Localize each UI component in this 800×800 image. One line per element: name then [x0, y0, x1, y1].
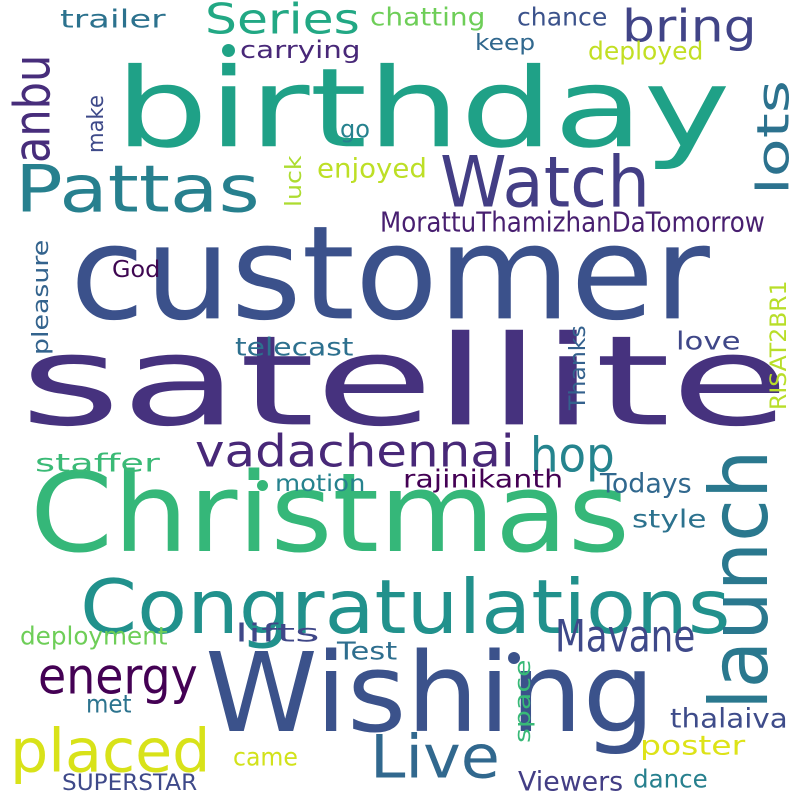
- word-carrying-24: carrying: [240, 35, 361, 64]
- word-lots-17: lots: [748, 80, 800, 195]
- word-met-44: met: [86, 690, 132, 719]
- word-poster-47: poster: [640, 729, 746, 761]
- word-vadachennai-12: vadachennai: [195, 426, 515, 478]
- word-enjoyed-28: enjoyed: [317, 152, 427, 184]
- word-make-26: make: [83, 94, 109, 153]
- word-dance-51: dance: [633, 765, 708, 794]
- word-pattas-6: Pattas: [15, 152, 260, 228]
- word-live-10: Live: [370, 722, 500, 792]
- word-birthday-1: birthday: [115, 45, 731, 173]
- word-series-15: Series: [205, 0, 360, 44]
- word-risat2br1-34: RISAT2BR1: [766, 280, 792, 410]
- word-staffer-36: staffer: [35, 449, 160, 478]
- word-rajinikanth-38: rajinikanth: [403, 465, 564, 494]
- word-morattuthamizhandatomorrow-19: MorattuThamizhanDaTomorrow: [380, 205, 765, 238]
- word-test-43: Test: [337, 637, 398, 666]
- word-telecast-32: telecast: [235, 333, 354, 362]
- word-launch-8: launch: [692, 449, 786, 710]
- word-deployment-41: deployment: [20, 622, 168, 651]
- word-luck-29: luck: [281, 155, 307, 207]
- word-motion-37: motion: [275, 469, 366, 497]
- dot-2: [508, 652, 520, 664]
- word-christmas-3: Christmas: [30, 450, 630, 578]
- word-chatting-21: chatting: [370, 3, 486, 32]
- word-go-27: go: [340, 115, 371, 144]
- word-keep-23: keep: [475, 30, 536, 56]
- dot-0: [222, 44, 235, 57]
- word-love-35: love: [676, 327, 741, 356]
- word-hop-13: hop: [530, 427, 615, 483]
- word-lifts-42: lifts: [235, 619, 320, 648]
- word-bring-16: bring: [622, 1, 757, 53]
- word-anbu-18: anbu: [4, 54, 62, 163]
- word-pleasure-31: pleasure: [28, 239, 54, 355]
- word-todays-39: Todays: [600, 467, 692, 499]
- word-customer-0: customer: [70, 198, 710, 350]
- word-congratulations-5: Congratulations: [80, 563, 731, 651]
- word-viewers-50: Viewers: [518, 765, 624, 797]
- word-watch-7: Watch: [440, 142, 650, 224]
- word-satellite-2: satellite: [20, 309, 790, 455]
- word-superstar-49: SUPERSTAR: [62, 770, 198, 796]
- word-mavane-11: Mavane: [555, 611, 696, 663]
- word-god-30: God: [112, 255, 161, 283]
- word-wishing-4: Wishing: [205, 630, 656, 758]
- word-chance-22: chance: [517, 3, 608, 32]
- word-style-40: style: [632, 505, 707, 534]
- dot-1: [257, 480, 268, 491]
- word-space-45: space: [510, 659, 536, 743]
- word-energy-14: energy: [38, 648, 198, 706]
- word-thalaiva-46: thalaiva: [670, 702, 788, 734]
- word-trailer-20: trailer: [60, 5, 166, 34]
- word-placed-9: placed: [10, 716, 211, 786]
- word-came-48: came: [233, 743, 298, 772]
- word-thanks-33: Thanks: [565, 325, 591, 410]
- word-deployed-25: deployed: [588, 37, 704, 66]
